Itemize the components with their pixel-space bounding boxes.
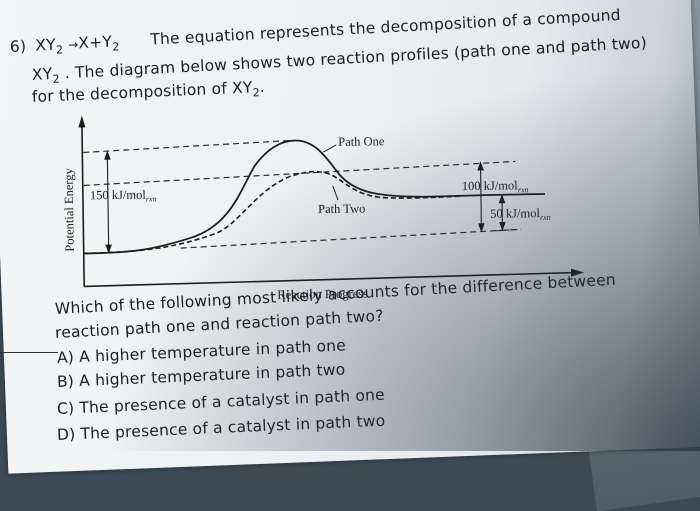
choice-a-letter: A) — [57, 348, 75, 367]
arrow-100 — [478, 163, 484, 231]
choice-d-letter: D) — [57, 425, 76, 444]
path-one-label: Path One — [338, 134, 385, 149]
path-one-pointer — [323, 145, 336, 152]
y-axis-arrow-icon — [78, 115, 85, 127]
label-150: 150 kJ/molrxn — [90, 187, 157, 204]
path-two-pointer — [333, 186, 338, 200]
margin-rule — [0, 352, 58, 353]
label-50: 50 kJ/molrxn — [490, 206, 551, 223]
y-axis-label: Potential Energy — [62, 167, 77, 251]
choice-c-letter: C) — [57, 399, 75, 418]
path-two-label: Path Two — [318, 202, 365, 217]
reference-lines — [83, 137, 520, 249]
choice-b-letter: B) — [57, 372, 75, 391]
label-100: 100 kJ/molrxn — [462, 178, 529, 195]
